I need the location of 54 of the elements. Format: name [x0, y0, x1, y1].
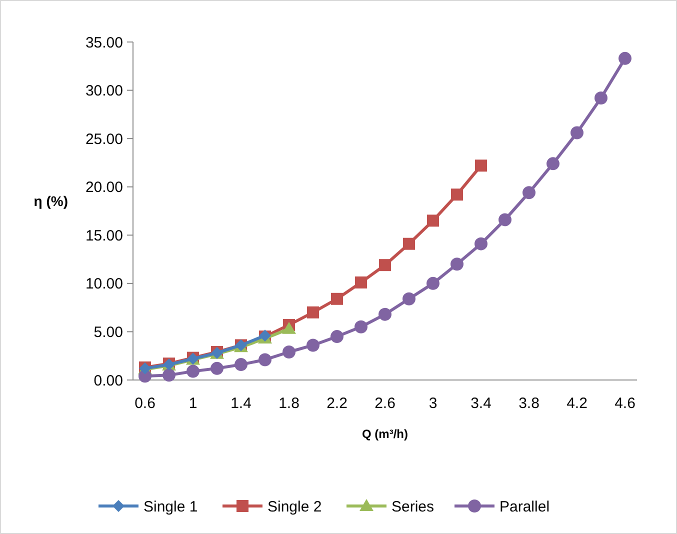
point [258, 353, 272, 366]
point [546, 157, 560, 170]
point [498, 213, 512, 226]
point [234, 358, 248, 372]
point [355, 276, 367, 288]
point [451, 188, 463, 201]
point [594, 92, 608, 105]
point [475, 160, 487, 172]
y-tick-label: 5.00 [94, 324, 123, 341]
point [282, 345, 296, 358]
x-tick-label: 3.4 [470, 395, 492, 412]
point [403, 238, 415, 250]
point [450, 258, 464, 271]
x-tick-label: 2.2 [326, 395, 348, 412]
x-tick-label: 1.8 [278, 395, 300, 412]
point [570, 126, 584, 140]
point [402, 292, 416, 306]
legend-label: Parallel [500, 498, 550, 516]
point [379, 259, 391, 272]
x-tick-label: 3.8 [518, 395, 540, 412]
point [307, 306, 319, 318]
legend-label: Single 1 [144, 498, 198, 516]
legend-label: Single 2 [268, 498, 322, 516]
point [522, 186, 536, 200]
point [331, 292, 343, 305]
y-tick-label: 25.00 [85, 130, 123, 148]
point [474, 237, 488, 250]
point [618, 52, 632, 65]
x-tick-label: 4.2 [566, 395, 588, 412]
y-tick-label: 20.00 [85, 179, 123, 196]
point [378, 308, 392, 321]
x-tick-label: 1.4 [230, 395, 252, 412]
x-tick-label: 3 [428, 395, 438, 412]
x-axis-title: Q (m³/h) [362, 427, 408, 441]
x-tick-label: 4.6 [614, 395, 636, 412]
y-tick-label: 15.00 [85, 227, 123, 244]
point [426, 276, 440, 290]
point [162, 368, 176, 382]
y-tick-label: 35.00 [85, 34, 123, 52]
legend-label: Series [392, 498, 434, 516]
x-tick-label: 0.6 [134, 395, 156, 412]
y-tick-label: 30.00 [85, 82, 123, 100]
point [354, 320, 368, 334]
point [186, 364, 200, 378]
y-tick-label: 0.00 [94, 372, 123, 390]
x-tick-label: 1 [188, 395, 198, 412]
point [282, 322, 296, 334]
y-axis-title: η (%) [34, 193, 68, 209]
point [306, 338, 320, 352]
point [330, 330, 344, 344]
x-tick-label: 2.6 [374, 395, 396, 412]
y-tick-label: 10.00 [85, 276, 123, 293]
point [427, 214, 439, 227]
point [210, 362, 224, 375]
